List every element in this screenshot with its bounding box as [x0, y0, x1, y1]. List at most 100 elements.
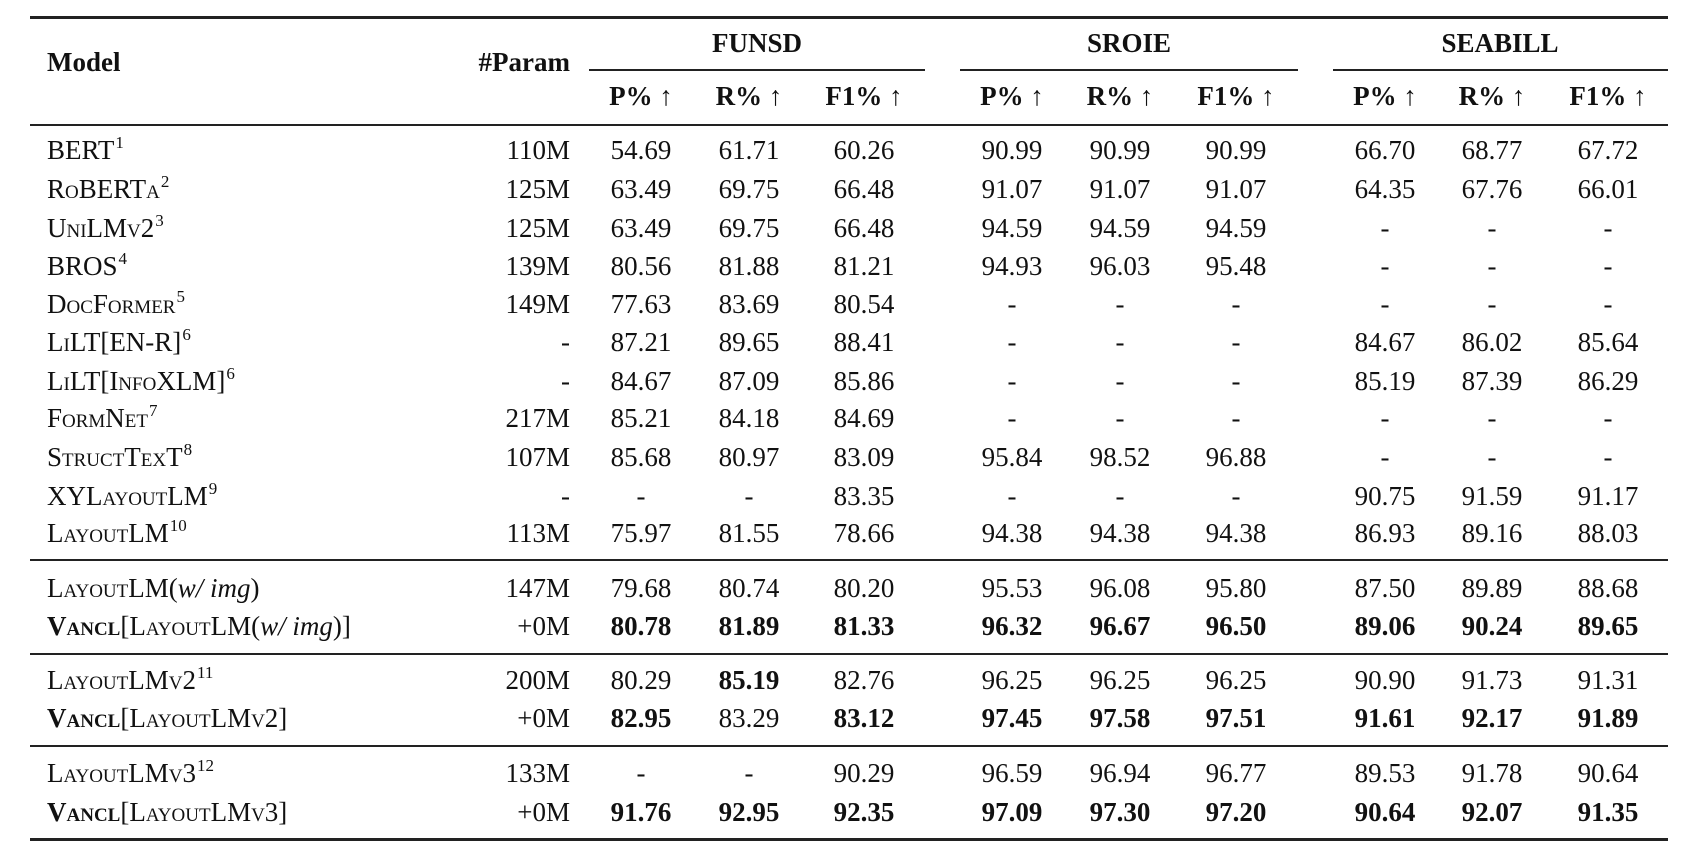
- metric-header: F1% ↑: [1197, 80, 1274, 112]
- metric-value: 85.68: [610, 442, 672, 472]
- metric-value: 95.53: [981, 573, 1043, 603]
- metric-value: 84.18: [718, 403, 780, 433]
- metric-value: 81.33: [833, 611, 895, 641]
- metric-value: 87.39: [1461, 366, 1523, 396]
- metric-value: -: [1115, 289, 1125, 319]
- metric-value: 81.55: [718, 518, 780, 548]
- metric-value: 77.63: [610, 289, 672, 319]
- metric-value: 98.52: [1089, 442, 1151, 472]
- metric-header: R% ↑: [716, 80, 783, 112]
- metric-value: 66.48: [833, 213, 895, 243]
- metric-value: 86.93: [1354, 518, 1416, 548]
- metric-value: -: [1007, 481, 1017, 511]
- metric-value: -: [1115, 481, 1125, 511]
- model-name: LayoutLMv211: [47, 663, 213, 700]
- model-name-part: LayoutLM: [47, 518, 169, 548]
- metric-header: P% ↑: [1353, 80, 1417, 112]
- model-name: StructTexT8: [47, 440, 192, 477]
- up-arrow-icon: ↑: [1511, 81, 1526, 111]
- param-header: #Param: [478, 47, 570, 77]
- metric-value: -: [1380, 442, 1390, 472]
- up-arrow-icon: ↑: [1403, 81, 1417, 111]
- model-name-part: [LayoutLM(: [120, 611, 261, 641]
- metric-value: -: [1115, 403, 1125, 433]
- metric-value: 81.89: [718, 611, 780, 641]
- metric-value: -: [1603, 213, 1613, 243]
- group-header-sroie: SROIE: [1086, 28, 1172, 58]
- model-name-part: LayoutLMv2: [47, 665, 196, 695]
- model-name: LayoutLM10: [47, 516, 187, 553]
- metric-value: 67.76: [1461, 174, 1523, 204]
- metric-value: 66.01: [1577, 174, 1639, 204]
- metric-value: 80.29: [610, 665, 672, 695]
- metric-value: 96.50: [1205, 611, 1267, 641]
- metric-header: F1% ↑: [1569, 80, 1646, 112]
- metric-value: -: [1380, 403, 1390, 433]
- up-arrow-icon: ↑: [1633, 81, 1647, 111]
- metric-value: -: [636, 481, 646, 511]
- citation-superscript: 10: [169, 516, 187, 535]
- model-name-part: ): [250, 573, 260, 603]
- model-name-part: DocFormer: [47, 289, 176, 319]
- metric-label: R%: [1086, 81, 1134, 111]
- param-count: 113M: [506, 518, 570, 548]
- metric-value: 89.16: [1461, 518, 1523, 548]
- section-rule: [30, 559, 1668, 561]
- metric-label: P%: [609, 81, 653, 111]
- metric-value: 84.69: [833, 403, 895, 433]
- section-rule: [30, 653, 1668, 655]
- metric-value: 80.78: [610, 611, 672, 641]
- metric-value: 91.89: [1577, 703, 1639, 733]
- metric-value: 64.35: [1354, 174, 1416, 204]
- metric-value: 90.29: [833, 758, 895, 788]
- metric-value: 82.76: [833, 665, 895, 695]
- metric-value: 94.59: [1089, 213, 1151, 243]
- metric-value: -: [1487, 251, 1497, 281]
- metric-value: 91.61: [1354, 703, 1416, 733]
- citation-superscript: 1: [115, 133, 124, 152]
- metric-value: 95.80: [1205, 573, 1267, 603]
- metric-value: -: [1487, 289, 1497, 319]
- up-arrow-icon: ↑: [1030, 81, 1044, 111]
- metric-label: R%: [1458, 81, 1506, 111]
- citation-superscript: 9: [208, 479, 218, 498]
- metric-value: -: [1487, 442, 1497, 472]
- metric-value: 90.90: [1354, 665, 1416, 695]
- metric-value: 67.72: [1577, 135, 1639, 165]
- metric-value: -: [744, 481, 754, 511]
- param-count: 110M: [506, 135, 570, 165]
- metric-value: 96.25: [981, 665, 1043, 695]
- model-name-part: UniLMv2: [47, 213, 155, 243]
- model-name-part: BROS: [47, 251, 118, 281]
- metric-value: 69.75: [718, 174, 780, 204]
- metric-value: 87.09: [718, 366, 780, 396]
- metric-value: 97.20: [1205, 797, 1267, 827]
- metric-label: F1%: [1569, 81, 1627, 111]
- metric-value: 90.99: [1205, 135, 1267, 165]
- model-name: Vancl[LayoutLMv2]: [47, 702, 287, 734]
- metric-value: 54.69: [610, 135, 672, 165]
- metric-value: 91.07: [981, 174, 1043, 204]
- metric-value: 81.21: [833, 251, 895, 281]
- model-name: UniLMv23: [47, 211, 164, 248]
- param-count: 125M: [505, 213, 570, 243]
- metric-value: 85.21: [610, 403, 672, 433]
- param-count: 200M: [505, 665, 570, 695]
- citation-superscript: 3: [155, 211, 164, 230]
- metric-value: 94.38: [1205, 518, 1267, 548]
- metric-value: -: [1603, 442, 1613, 472]
- metric-value: -: [1115, 366, 1125, 396]
- metric-value: 97.45: [981, 703, 1043, 733]
- model-name-part: )]: [332, 611, 351, 641]
- metric-value: 91.59: [1461, 481, 1523, 511]
- metric-value: 96.25: [1205, 665, 1267, 695]
- model-name: LiLT[InfoXLM]6: [47, 364, 235, 401]
- model-name-part: w/ img: [177, 573, 251, 603]
- citation-superscript: 7: [149, 401, 158, 420]
- metric-value: 80.74: [718, 573, 780, 603]
- metric-value: 96.59: [981, 758, 1043, 788]
- metric-value: 96.67: [1089, 611, 1151, 641]
- metric-value: -: [1380, 251, 1390, 281]
- param-count: 139M: [505, 251, 570, 281]
- model-name-part: LayoutLM(: [47, 573, 178, 603]
